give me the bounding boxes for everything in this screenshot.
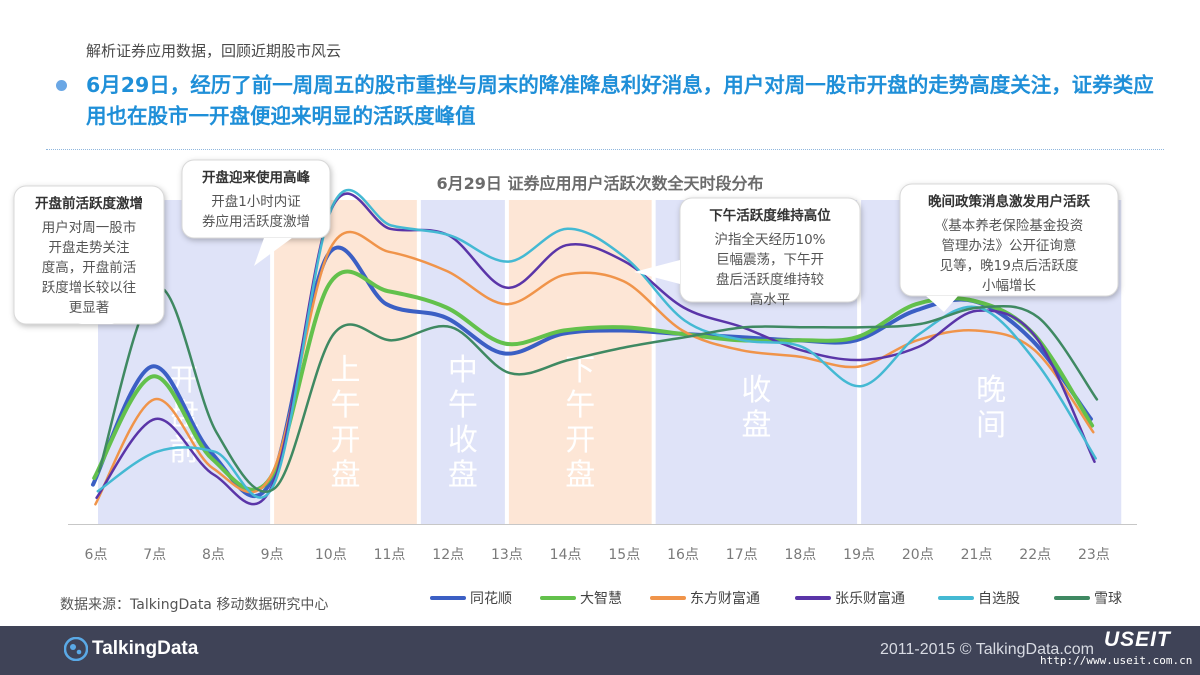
series-line-张乐财富通 bbox=[95, 192, 1096, 506]
callout-text-line: 跃度增长较以往 bbox=[42, 280, 137, 296]
period-label-4: 收盘 bbox=[741, 373, 771, 443]
legend-label: 东方财富通 bbox=[690, 590, 760, 607]
x-tick-label: 13点 bbox=[491, 547, 523, 563]
callout-text-line: 巨幅震荡，下午开 bbox=[716, 252, 824, 268]
legend-label: 同花顺 bbox=[470, 591, 512, 607]
x-tick-label: 21点 bbox=[961, 547, 993, 563]
talkingdata-logo-icon bbox=[64, 637, 88, 661]
x-tick-label: 22点 bbox=[1019, 547, 1051, 563]
callout-text-line: 沪指全天经历10% bbox=[714, 231, 825, 248]
callout-text-line: 盘后活跃度维持较 bbox=[716, 271, 824, 288]
legend-item-东方财富通: 东方财富通 bbox=[650, 590, 760, 607]
legend-item-大智慧: 大智慧 bbox=[540, 591, 622, 607]
callout-text-line: 见等，晚19点后活跃度 bbox=[940, 257, 1079, 274]
callout-text-line: 更显著 bbox=[69, 300, 110, 316]
series-line-雪球 bbox=[97, 286, 1099, 493]
x-tick-label: 18点 bbox=[784, 547, 816, 563]
legend-label: 雪球 bbox=[1094, 591, 1122, 607]
legend-item-雪球: 雪球 bbox=[1054, 591, 1122, 607]
callout-text-line: 开盘1小时内证 bbox=[211, 193, 301, 210]
data-source-note: 数据来源：TalkingData 移动数据研究中心 bbox=[60, 597, 329, 613]
period-label-3: 下午开盘 bbox=[565, 353, 595, 493]
legend-item-张乐财富通: 张乐财富通 bbox=[795, 590, 905, 607]
watermark-url: http://www.useit.com.cn bbox=[1040, 654, 1193, 667]
callout-title: 晚间政策消息激发用户活跃 bbox=[928, 193, 1090, 210]
series-line-大智慧 bbox=[92, 269, 1095, 492]
x-tick-label: 6点 bbox=[85, 547, 108, 563]
period-label-1: 上午开盘 bbox=[330, 353, 360, 493]
page-headline: 6月29日，经历了前一周周五的股市重挫与周末的降准降息利好消息，用户对周一股市开… bbox=[86, 73, 1154, 128]
callout-text-line: 券应用活跃度激增 bbox=[202, 213, 310, 230]
x-tick-label: 15点 bbox=[608, 547, 640, 563]
footer-bar bbox=[0, 626, 1200, 675]
period-band-3 bbox=[508, 200, 652, 524]
page-subtitle: 解析证券应用数据，回顾近期股市风云 bbox=[86, 42, 342, 60]
copyright-text: 2011-2015 © TalkingData.com bbox=[880, 641, 1094, 658]
headline-bullet bbox=[56, 80, 67, 91]
x-tick-label: 9点 bbox=[261, 547, 284, 563]
callout-text-line: 高水平 bbox=[750, 291, 791, 308]
period-label-2: 中午收盘 bbox=[448, 353, 478, 493]
x-tick-label: 10点 bbox=[315, 547, 347, 563]
legend-label: 张乐财富通 bbox=[835, 590, 905, 607]
callout-text-line: 度高，开盘前活 bbox=[42, 259, 137, 276]
callout-text-line: 小幅增长 bbox=[982, 278, 1036, 294]
talkingdata-logo-text: TalkingData bbox=[92, 638, 199, 659]
legend-label: 自选股 bbox=[978, 591, 1020, 607]
x-tick-label: 12点 bbox=[432, 547, 464, 563]
dotted-divider bbox=[46, 149, 1164, 150]
legend-item-自选股: 自选股 bbox=[938, 591, 1020, 607]
callout-title: 开盘前活跃度激增 bbox=[35, 195, 143, 212]
x-tick-label: 14点 bbox=[550, 547, 582, 563]
x-tick-label: 8点 bbox=[202, 547, 225, 563]
useit-watermark: USEIT bbox=[1104, 628, 1171, 651]
x-tick-label: 20点 bbox=[902, 547, 934, 563]
series-line-东方财富通 bbox=[94, 230, 1095, 506]
x-tick-label: 17点 bbox=[726, 547, 758, 563]
x-tick-label: 11点 bbox=[374, 547, 406, 563]
callout-title: 开盘迎来使用高峰 bbox=[202, 169, 310, 186]
chart-title: 6月29日 证券应用用户活跃次数全天时段分布 bbox=[437, 174, 764, 193]
callout-text-line: 管理办法》公开征询意 bbox=[942, 237, 1077, 254]
callout-text-line: 用户对周一股市 bbox=[42, 219, 137, 236]
legend-label: 大智慧 bbox=[580, 591, 622, 607]
callout-title: 下午活跃度维持高位 bbox=[709, 207, 831, 224]
x-tick-label: 23点 bbox=[1078, 547, 1110, 563]
callout-box-3: 晚间政策消息激发用户活跃《基本养老保险基金投资管理办法》公开征询意见等，晚19点… bbox=[899, 183, 1119, 312]
legend-item-同花顺: 同花顺 bbox=[430, 591, 512, 607]
callout-text-line: 开盘走势关注 bbox=[49, 239, 130, 256]
x-tick-label: 7点 bbox=[143, 547, 166, 563]
series-line-自选股 bbox=[96, 188, 1097, 499]
callout-text-line: 《基本养老保险基金投资 bbox=[935, 217, 1084, 234]
x-tick-label: 16点 bbox=[667, 547, 699, 563]
period-label-5: 晚间 bbox=[976, 373, 1006, 443]
x-tick-label: 19点 bbox=[843, 547, 875, 563]
